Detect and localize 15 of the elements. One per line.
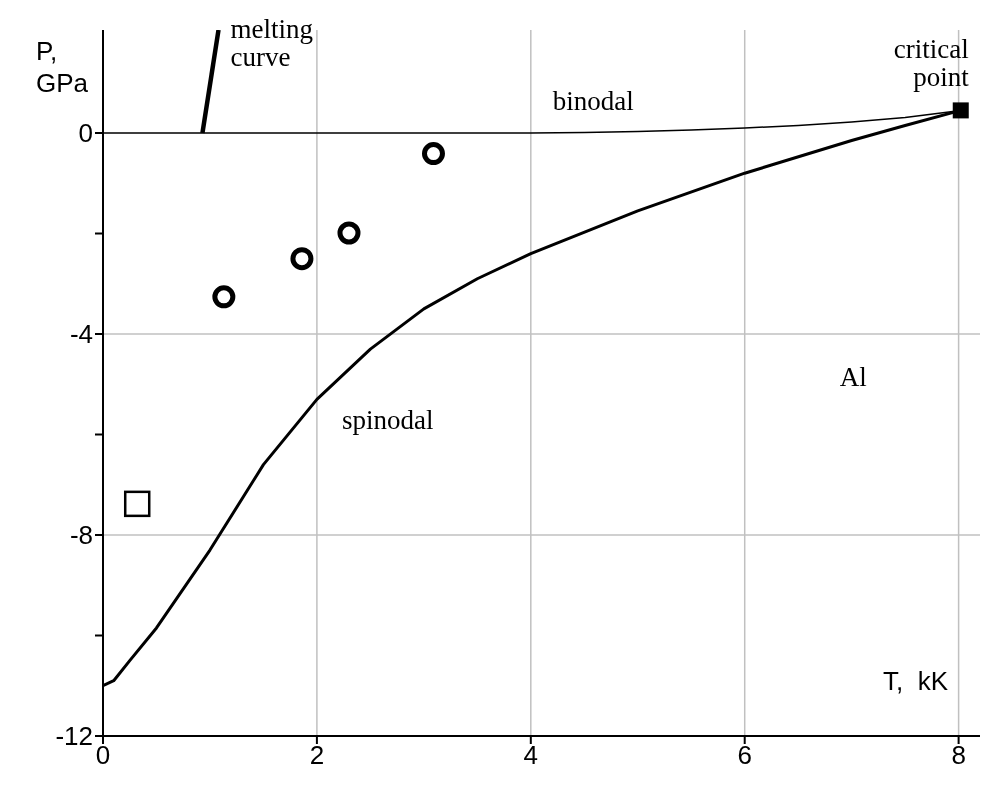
y-tick-label: -12 (55, 721, 93, 752)
x-axis-title: T, kK (882, 666, 948, 697)
y-axis-title: P, GPa (36, 35, 89, 99)
y-tick-label: 0 (78, 118, 93, 149)
x-tick-label: 2 (309, 740, 325, 771)
annotation: Al (839, 361, 867, 393)
y-tick-label: -4 (69, 319, 93, 350)
x-tick-label: 8 (951, 740, 966, 771)
x-tick-label: 4 (523, 740, 539, 771)
annotation: spinodal (341, 405, 434, 436)
x-tick-label: 6 (737, 740, 752, 771)
y-tick-label: -8 (69, 520, 93, 551)
annotation: melting curve (230, 14, 314, 72)
annotation: binodal (552, 85, 634, 116)
annotation: critical point (893, 34, 970, 93)
